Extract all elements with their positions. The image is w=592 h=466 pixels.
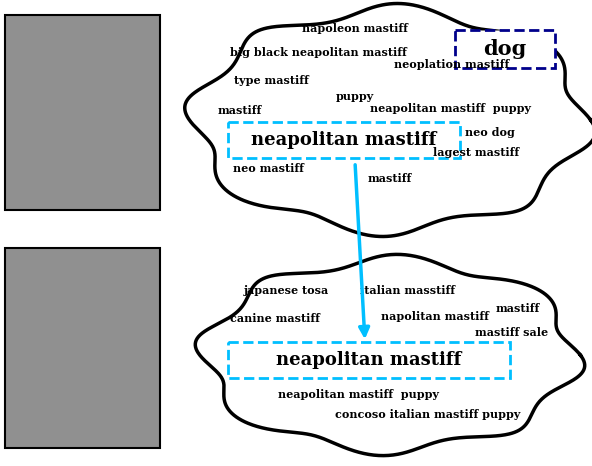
Text: neoplation mastiff: neoplation mastiff bbox=[394, 60, 510, 70]
Text: neo mastiff: neo mastiff bbox=[233, 163, 304, 173]
Text: big black neapolitan mastiff: big black neapolitan mastiff bbox=[230, 47, 406, 57]
Text: japanese tosa: japanese tosa bbox=[243, 285, 329, 295]
Text: neapolitan mastiff  puppy: neapolitan mastiff puppy bbox=[278, 390, 439, 400]
Bar bbox=[228, 122, 460, 158]
Text: mastiff: mastiff bbox=[496, 302, 540, 314]
Text: concoso italian mastiff puppy: concoso italian mastiff puppy bbox=[335, 410, 521, 420]
Text: neo dog: neo dog bbox=[465, 128, 515, 138]
Text: type mastiff: type mastiff bbox=[234, 75, 308, 85]
Text: lagest mastiff: lagest mastiff bbox=[433, 146, 519, 158]
Bar bbox=[455, 30, 555, 68]
Text: canine mastiff: canine mastiff bbox=[230, 313, 320, 323]
Text: puppy: puppy bbox=[336, 90, 374, 102]
Text: napoleon mastiff: napoleon mastiff bbox=[302, 22, 408, 34]
Text: mastiff sale: mastiff sale bbox=[475, 327, 549, 337]
Text: napolitan mastiff: napolitan mastiff bbox=[381, 310, 489, 322]
Bar bbox=[228, 342, 510, 378]
Text: mastiff: mastiff bbox=[368, 172, 412, 184]
Text: neapolitan mastiff: neapolitan mastiff bbox=[276, 351, 462, 369]
Bar bbox=[5, 15, 160, 210]
Polygon shape bbox=[195, 254, 585, 456]
Polygon shape bbox=[185, 4, 592, 237]
Text: neapolitan mastiff  puppy: neapolitan mastiff puppy bbox=[369, 103, 530, 114]
Text: mastiff: mastiff bbox=[218, 104, 262, 116]
Text: italian masstiff: italian masstiff bbox=[359, 285, 455, 295]
Text: neapolitan mastiff: neapolitan mastiff bbox=[252, 131, 437, 149]
Text: dog: dog bbox=[484, 39, 527, 59]
Bar bbox=[5, 248, 160, 448]
